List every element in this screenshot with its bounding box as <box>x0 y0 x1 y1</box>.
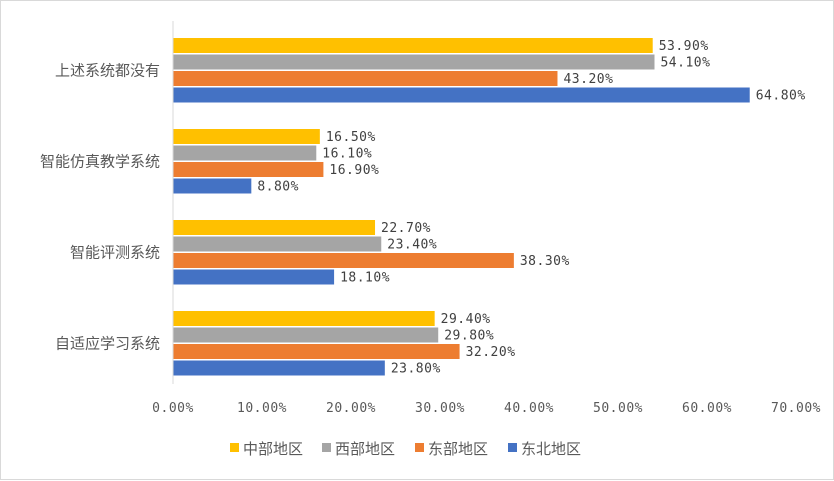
bar <box>173 162 324 177</box>
data-label: 23.80% <box>391 362 441 377</box>
x-tick-label: 20.00% <box>326 401 376 416</box>
data-label: 54.10% <box>660 56 710 71</box>
data-label: 18.10% <box>340 271 390 286</box>
x-tick-label: 0.00% <box>152 401 194 416</box>
legend-item: 中部地区 <box>230 440 303 458</box>
x-tick-label: 70.00% <box>771 401 821 416</box>
x-tick-label: 30.00% <box>415 401 465 416</box>
x-tick-label: 10.00% <box>237 401 287 416</box>
data-labels-layer: 53.90% 54.10% 43.20% 64.80% 16.50% 16.10%16.9… <box>257 39 805 377</box>
legend-swatch <box>508 443 517 452</box>
data-label: 22.70% <box>381 221 431 236</box>
bar <box>173 269 335 285</box>
bar <box>173 236 382 252</box>
data-label: 16.50% <box>326 130 376 145</box>
bar <box>173 71 558 86</box>
legend-swatch <box>415 443 424 452</box>
data-label: 29.80% <box>444 329 494 344</box>
data-label: 43.20% <box>563 72 613 87</box>
bar <box>173 253 514 268</box>
x-axis-tick-labels: 0.00% 10.00% 20.00% 30.00% 40.00% 50.00% 60.00… <box>152 401 821 416</box>
legend-label: 西部地区 <box>335 440 395 458</box>
data-label: 29.40% <box>441 312 491 327</box>
bar <box>173 145 317 161</box>
legend-label: 中部地区 <box>243 440 303 458</box>
legend-swatch <box>230 443 239 452</box>
bar <box>173 54 655 70</box>
bar <box>173 87 750 103</box>
legend-swatch <box>322 443 331 452</box>
bar <box>173 344 460 359</box>
bar <box>173 178 252 194</box>
legend-item: 东北地区 <box>508 440 581 458</box>
legend-label: 东北地区 <box>521 440 581 458</box>
x-tick-label: 50.00% <box>593 401 643 416</box>
data-label: 38.30% <box>520 254 570 269</box>
data-label: 8.80% <box>257 180 299 195</box>
legend: 中部地区 西部地区 东部地区 东北地区 <box>230 440 581 458</box>
data-label: 16.10% <box>322 147 372 162</box>
data-label: 53.90% <box>659 39 709 54</box>
data-label: 16.90% <box>329 163 379 178</box>
data-label: 32.20% <box>466 345 516 360</box>
data-label: 23.40% <box>387 238 437 253</box>
category-label: 智能仿真教学系统 <box>40 152 160 170</box>
bar <box>173 220 376 235</box>
bar <box>173 311 435 326</box>
category-label: 上述系统都没有 <box>55 61 160 79</box>
legend-label: 东部地区 <box>428 440 488 458</box>
data-label: 64.80% <box>756 89 806 104</box>
bar <box>173 327 439 343</box>
bars-layer <box>173 38 750 376</box>
bar <box>173 129 320 144</box>
category-label: 自适应学习系统 <box>55 334 160 352</box>
x-tick-label: 60.00% <box>682 401 732 416</box>
bar <box>173 38 653 53</box>
bar <box>173 360 385 376</box>
x-tick-label: 40.00% <box>504 401 554 416</box>
legend-item: 东部地区 <box>415 440 488 458</box>
legend-item: 西部地区 <box>322 440 395 458</box>
category-label: 智能评测系统 <box>70 243 160 261</box>
